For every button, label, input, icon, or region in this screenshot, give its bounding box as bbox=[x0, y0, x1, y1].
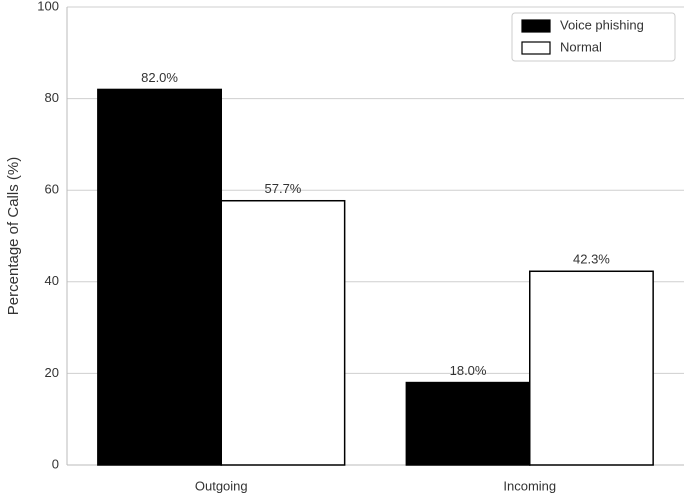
value-label: 82.0% bbox=[141, 70, 178, 85]
legend-box bbox=[511, 12, 676, 62]
bar bbox=[220, 199, 346, 466]
bar bbox=[529, 270, 654, 466]
x-tick-label: Incoming bbox=[503, 478, 556, 493]
value-label: 18.0% bbox=[450, 363, 487, 378]
y-axis-label: Percentage of Calls (%) bbox=[5, 157, 22, 315]
value-label: 57.7% bbox=[265, 181, 302, 196]
legend-label: Normal bbox=[560, 39, 602, 54]
bar bbox=[97, 88, 222, 466]
legend-swatch bbox=[521, 41, 551, 55]
y-tick-label: 100 bbox=[37, 0, 59, 13]
x-tick-label: Outgoing bbox=[195, 478, 248, 493]
y-tick-label: 60 bbox=[45, 182, 59, 197]
y-tick-label: 0 bbox=[52, 456, 59, 471]
value-label: 42.3% bbox=[573, 252, 610, 267]
y-tick-label: 80 bbox=[45, 90, 59, 105]
y-tick-label: 20 bbox=[45, 365, 59, 380]
y-tick-label: 40 bbox=[45, 273, 59, 288]
legend-label: Voice phishing bbox=[560, 17, 644, 32]
bar bbox=[405, 381, 531, 466]
legend-swatch bbox=[521, 19, 551, 33]
